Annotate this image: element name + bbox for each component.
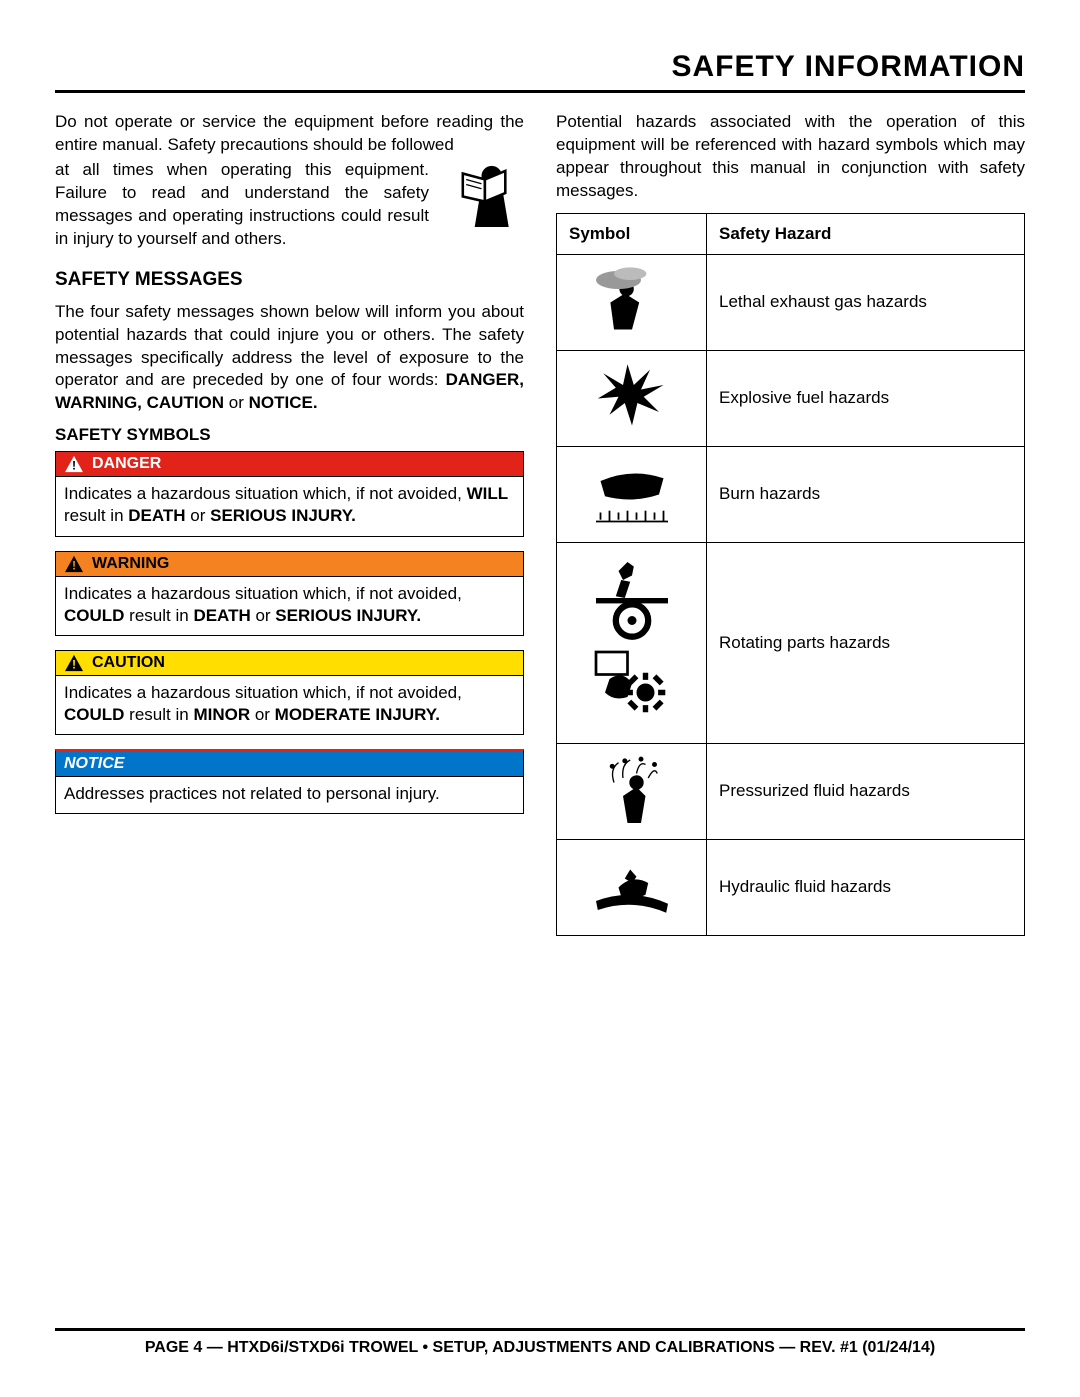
alert-triangle-icon: ! <box>64 455 84 473</box>
notice-box: NOTICE Addresses practices not related t… <box>55 749 524 814</box>
footer-text: PAGE 4 — HTXD6i/STXD6i TROWEL • SETUP, A… <box>55 1339 1025 1357</box>
symbol-cell <box>557 254 707 350</box>
hazard-table: Symbol Safety Hazard Lethal exhaust gas … <box>556 213 1025 936</box>
hazard-text: Pressurized fluid hazards <box>707 743 1025 839</box>
hazard-text: Hydraulic fluid hazards <box>707 839 1025 935</box>
content-columns: Do not operate or service the equipment … <box>55 111 1025 936</box>
notice-header: NOTICE <box>56 752 523 776</box>
table-row: Lethal exhaust gas hazards <box>557 254 1025 350</box>
read-manual-icon <box>439 159 524 239</box>
hazard-text: Lethal exhaust gas hazards <box>707 254 1025 350</box>
page-title: SAFETY INFORMATION <box>55 50 1025 84</box>
danger-label: DANGER <box>92 455 161 473</box>
table-row: Explosive fuel hazards <box>557 350 1025 446</box>
table-row: Rotating parts hazards <box>557 542 1025 743</box>
notice-label: NOTICE <box>64 755 124 773</box>
safety-messages-heading: SAFETY MESSAGES <box>55 269 524 291</box>
warning-header: ! WARNING <box>56 552 523 577</box>
svg-text:!: ! <box>72 558 76 572</box>
warning-body: Indicates a hazardous situation which, i… <box>56 577 523 635</box>
title-rule <box>55 90 1025 93</box>
danger-header: ! DANGER <box>56 452 523 477</box>
caution-label: CAUTION <box>92 654 165 672</box>
intro-block: Do not operate or service the equipment … <box>55 111 524 255</box>
hydraulic-fluid-icon <box>587 850 677 925</box>
table-row: Hydraulic fluid hazards <box>557 839 1025 935</box>
th-hazard: Safety Hazard <box>707 213 1025 254</box>
th-symbol: Symbol <box>557 213 707 254</box>
alert-triangle-icon: ! <box>64 654 84 672</box>
danger-box: ! DANGER Indicates a hazardous situation… <box>55 451 524 536</box>
symbol-cell <box>557 542 707 743</box>
alert-triangle-icon: ! <box>64 555 84 573</box>
symbol-cell <box>557 743 707 839</box>
warning-label: WARNING <box>92 555 169 573</box>
table-row: Pressurized fluid hazards <box>557 743 1025 839</box>
safety-messages-p: The four safety messages shown below wil… <box>55 301 524 416</box>
explosive-fuel-icon <box>587 361 677 436</box>
exhaust-gas-icon <box>587 265 677 340</box>
svg-text:!: ! <box>72 657 76 671</box>
pressurized-fluid-icon <box>587 754 677 829</box>
danger-body: Indicates a hazardous situation which, i… <box>56 477 523 535</box>
intro-text-rest: at all times when operating this equipme… <box>55 159 429 251</box>
left-column: Do not operate or service the equipment … <box>55 111 524 936</box>
footer-rule <box>55 1328 1025 1331</box>
page-footer: PAGE 4 — HTXD6i/STXD6i TROWEL • SETUP, A… <box>55 1328 1025 1357</box>
hazard-text: Rotating parts hazards <box>707 542 1025 743</box>
table-row: Burn hazards <box>557 446 1025 542</box>
hazard-text: Burn hazards <box>707 446 1025 542</box>
caution-box: ! CAUTION Indicates a hazardous situatio… <box>55 650 524 735</box>
caution-header: ! CAUTION <box>56 651 523 676</box>
right-column: Potential hazards associated with the op… <box>556 111 1025 936</box>
burn-hazard-icon <box>587 457 677 532</box>
symbol-cell <box>557 839 707 935</box>
warning-box: ! WARNING Indicates a hazardous situatio… <box>55 551 524 636</box>
hazard-text: Explosive fuel hazards <box>707 350 1025 446</box>
rotating-parts-icon <box>577 553 687 733</box>
caution-body: Indicates a hazardous situation which, i… <box>56 676 523 734</box>
table-header-row: Symbol Safety Hazard <box>557 213 1025 254</box>
right-intro: Potential hazards associated with the op… <box>556 111 1025 203</box>
symbol-cell <box>557 446 707 542</box>
safety-symbols-heading: SAFETY SYMBOLS <box>55 425 524 445</box>
symbol-cell <box>557 350 707 446</box>
svg-text:!: ! <box>72 459 76 473</box>
notice-body: Addresses practices not related to perso… <box>56 776 523 813</box>
